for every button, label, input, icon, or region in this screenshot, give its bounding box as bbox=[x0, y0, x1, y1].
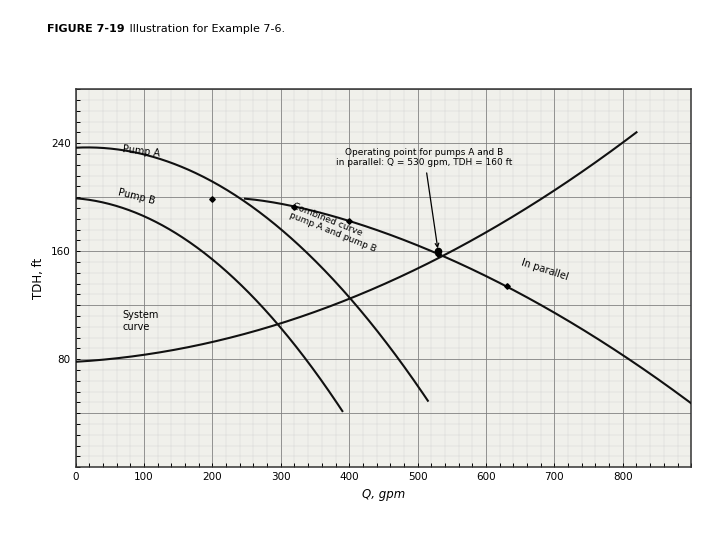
Text: Operating point for pumps A and B
in parallel: Q = 530 gpm, TDH = 160 ft: Operating point for pumps A and B in par… bbox=[336, 148, 513, 247]
Text: Combined curve
pump A and pump B: Combined curve pump A and pump B bbox=[288, 201, 381, 254]
Text: In parallel: In parallel bbox=[520, 258, 570, 282]
Text: Copyright © 2015 by Pearson Education, Inc.: Copyright © 2015 by Pearson Education, I… bbox=[432, 511, 590, 518]
Text: FIGURE 7-19: FIGURE 7-19 bbox=[47, 24, 125, 35]
Text: Basic Environmental Technology, Sixth Edition: Basic Environmental Technology, Sixth Ed… bbox=[133, 511, 296, 517]
Text: System
curve: System curve bbox=[122, 310, 158, 332]
Text: Illustration for Example 7-6.: Illustration for Example 7-6. bbox=[119, 24, 285, 35]
Text: ALWAYS LEARNING: ALWAYS LEARNING bbox=[4, 515, 92, 524]
Text: PEARSON: PEARSON bbox=[666, 515, 720, 529]
Y-axis label: TDH, ft: TDH, ft bbox=[32, 258, 45, 299]
Text: Pump B: Pump B bbox=[117, 188, 156, 206]
Text: Pump A: Pump A bbox=[122, 144, 161, 158]
Text: Jerry A. Nathanson | Richard A. Schneider: Jerry A. Nathanson | Richard A. Schneide… bbox=[133, 525, 278, 532]
X-axis label: Q, gpm: Q, gpm bbox=[361, 488, 405, 501]
Text: All Rights Reserved: All Rights Reserved bbox=[504, 526, 572, 532]
